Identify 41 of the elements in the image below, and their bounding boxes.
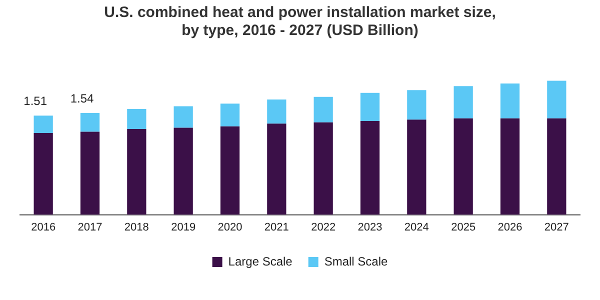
- bar: [547, 80, 566, 118]
- legend-label: Small Scale: [324, 254, 388, 268]
- x-tick-label: 2018: [124, 221, 149, 234]
- bar: [127, 129, 146, 215]
- bar: [360, 121, 380, 215]
- bar: [127, 108, 146, 130]
- bar: [34, 116, 53, 134]
- x-tick-label: 2016: [31, 221, 56, 234]
- x-tick-label: 2017: [78, 221, 102, 234]
- bar: [314, 96, 333, 122]
- bar: [360, 92, 380, 121]
- legend-label: Large Scale: [228, 254, 293, 268]
- x-tick-label: 2024: [404, 221, 429, 234]
- bar: [454, 86, 473, 118]
- bar: [500, 83, 520, 118]
- bar: [314, 122, 333, 215]
- bar: [407, 120, 426, 215]
- bar: [547, 118, 566, 215]
- bar: [80, 132, 100, 215]
- bar: [34, 133, 53, 215]
- bar: [407, 90, 426, 120]
- x-tick-label: 2023: [358, 221, 382, 234]
- x-tick-label: 2020: [218, 221, 242, 234]
- bar: [80, 112, 100, 132]
- x-tick-label: 2022: [311, 221, 336, 234]
- bar: [267, 124, 286, 215]
- bar: [220, 126, 240, 215]
- annotation: 1.54: [70, 91, 94, 106]
- annotation: 1.51: [24, 94, 48, 108]
- bar: [174, 106, 193, 128]
- bar: [174, 128, 193, 215]
- x-tick-label: 2026: [498, 221, 522, 234]
- x-tick-label: 2021: [264, 221, 289, 234]
- chart-title: U.S. combined heat and power installation market size, by type, 2016 - 2027 (USD Billion): [104, 4, 496, 40]
- bar: [500, 118, 520, 215]
- x-tick-label: 2027: [544, 221, 569, 234]
- bar: [454, 118, 473, 215]
- x-tick-label: 2025: [451, 221, 476, 234]
- x-tick-label: 2019: [171, 221, 196, 234]
- bar: [220, 104, 240, 126]
- bar: [267, 100, 286, 124]
